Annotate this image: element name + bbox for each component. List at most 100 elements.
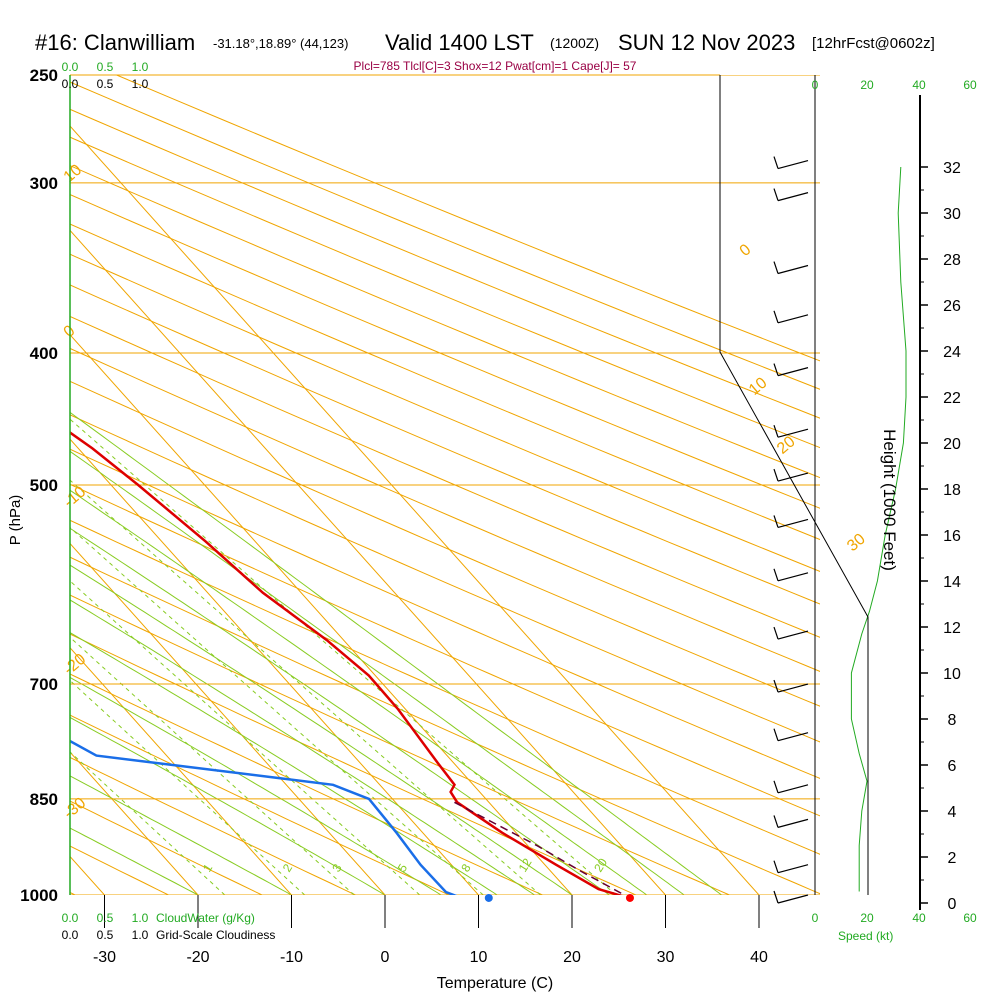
speed-tick-top: 0 <box>812 78 819 92</box>
height-tick-label: 18 <box>943 482 961 499</box>
height-tick-label: 26 <box>943 298 961 315</box>
height-tick-label: 22 <box>943 390 961 407</box>
dry-adiabat-line <box>70 108 820 419</box>
wind-barb-flag <box>773 310 779 324</box>
wind-barb-shaft <box>777 367 809 377</box>
station-title: #16: Clanwilliam <box>35 30 195 55</box>
dry-adiabat-line <box>70 519 820 855</box>
wind-barb-flag <box>773 815 779 828</box>
isotherm-line <box>70 647 292 895</box>
station-coords: -31.18°,18.89° (44,123) <box>213 36 348 51</box>
x-tick-label: -30 <box>93 949 116 966</box>
dry-adiabat-line <box>70 284 820 605</box>
dry-adiabat-line <box>70 380 820 707</box>
speed-axis-label: Speed (kt) <box>838 929 893 943</box>
dry-adiabat-label: 10 <box>61 161 86 186</box>
pressure-tick-label: 500 <box>30 476 58 495</box>
moist-adiabat-line <box>70 599 535 895</box>
height-tick-label: 14 <box>943 574 961 591</box>
x-axis-label: Temperature (C) <box>437 975 553 992</box>
wind-barb-shaft <box>777 630 809 640</box>
moist-adiabat-line <box>70 676 442 895</box>
cloudiness-tick-bottom: 0.5 <box>97 928 114 942</box>
wind-barb-flag <box>773 679 779 693</box>
dewpoint-line <box>70 739 458 895</box>
dry-adiabat-line <box>70 756 356 895</box>
wind-barb-shaft <box>777 572 809 582</box>
utc-time: (1200Z) <box>550 35 599 51</box>
pressure-tick-label: 700 <box>30 675 58 694</box>
height-tick-label: 24 <box>943 344 961 361</box>
height-tick-label: 30 <box>943 206 961 223</box>
wind-barb <box>773 815 809 828</box>
height-tick-label: 12 <box>943 620 961 637</box>
cloudwater-tick-bottom: 1.0 <box>132 911 149 925</box>
x-tick-label: 10 <box>470 949 488 966</box>
wind-barb <box>773 780 809 794</box>
dry-adiabat-line <box>70 165 820 479</box>
wind-barb <box>773 679 809 693</box>
wind-barb-flag <box>773 860 779 873</box>
moist-adiabat-line <box>70 489 648 895</box>
cloudiness-tick-top: 0.5 <box>97 77 114 91</box>
wind-barb <box>773 310 809 324</box>
dry-adiabat-label: 0 <box>737 241 755 260</box>
wind-barb-shaft <box>777 518 809 529</box>
height-tick-label: 6 <box>948 758 957 775</box>
wind-barb-flag <box>773 728 779 741</box>
isotherm-line <box>70 751 199 895</box>
wind-barb <box>773 515 809 529</box>
y-axis-label: P (hPa) <box>7 495 24 546</box>
skew-t-grid <box>70 75 820 895</box>
dry-adiabat-line <box>70 136 820 449</box>
cloudwater-tick-top: 1.0 <box>132 60 149 74</box>
date-label: SUN 12 Nov 2023 <box>618 30 795 55</box>
cloudiness-label: Grid-Scale Cloudiness <box>156 928 275 942</box>
wind-barb-shaft <box>777 192 809 202</box>
wind-barb <box>773 425 809 438</box>
moist-adiabat-line <box>70 775 292 895</box>
speed-tick-bottom: 40 <box>912 911 926 925</box>
height-tick-label: 4 <box>948 804 957 821</box>
moist-adiabat-line <box>70 450 685 895</box>
wind-barb-shaft <box>777 472 809 482</box>
cloudiness-tick-top: 0.0 <box>62 77 79 91</box>
height-tick-label: 32 <box>943 160 961 177</box>
dry-adiabat-line <box>70 673 543 895</box>
wind-barb-flag <box>773 780 779 793</box>
height-tick-label: 16 <box>943 528 961 545</box>
speed-tick-bottom: 60 <box>963 911 977 925</box>
wind-barb-shaft <box>777 784 809 794</box>
moist-adiabat-line <box>70 527 610 895</box>
dry-adiabat-line <box>70 253 820 573</box>
dry-adiabat-line <box>70 556 820 895</box>
wind-barb-shaft <box>777 264 809 275</box>
wind-barb-flag <box>773 568 779 581</box>
mixing-ratio-label: 1 <box>200 861 216 874</box>
speed-tick-bottom: 0 <box>812 911 819 925</box>
cloudwater-label: CloudWater (g/Kg) <box>156 911 255 925</box>
wind-barb-shaft <box>777 314 809 324</box>
dry-adiabat-label: 30 <box>844 531 869 556</box>
x-tick-label: 0 <box>381 949 390 966</box>
dry-adiabat-line <box>70 800 263 895</box>
dry-adiabat-line <box>70 315 820 638</box>
wind-barb-flag <box>773 363 779 376</box>
dry-adiabat-line <box>70 193 820 509</box>
dry-adiabat-line <box>116 75 820 362</box>
moist-adiabat-line <box>70 632 498 895</box>
wind-barb-flag <box>773 261 779 274</box>
height-tick-label: 0 <box>948 896 957 913</box>
dry-adiabat-line <box>70 633 637 895</box>
dry-adiabat-line <box>70 714 450 895</box>
dry-adiabat-line <box>70 594 730 895</box>
mixing-ratio-line <box>70 418 617 895</box>
wind-barb <box>773 626 809 640</box>
height-tick-label: 8 <box>948 712 957 729</box>
parcel-line <box>454 801 625 895</box>
mixing-ratio-label: 5 <box>395 861 411 874</box>
x-tick-label: -10 <box>280 949 303 966</box>
moist-adiabat-line <box>70 411 722 895</box>
